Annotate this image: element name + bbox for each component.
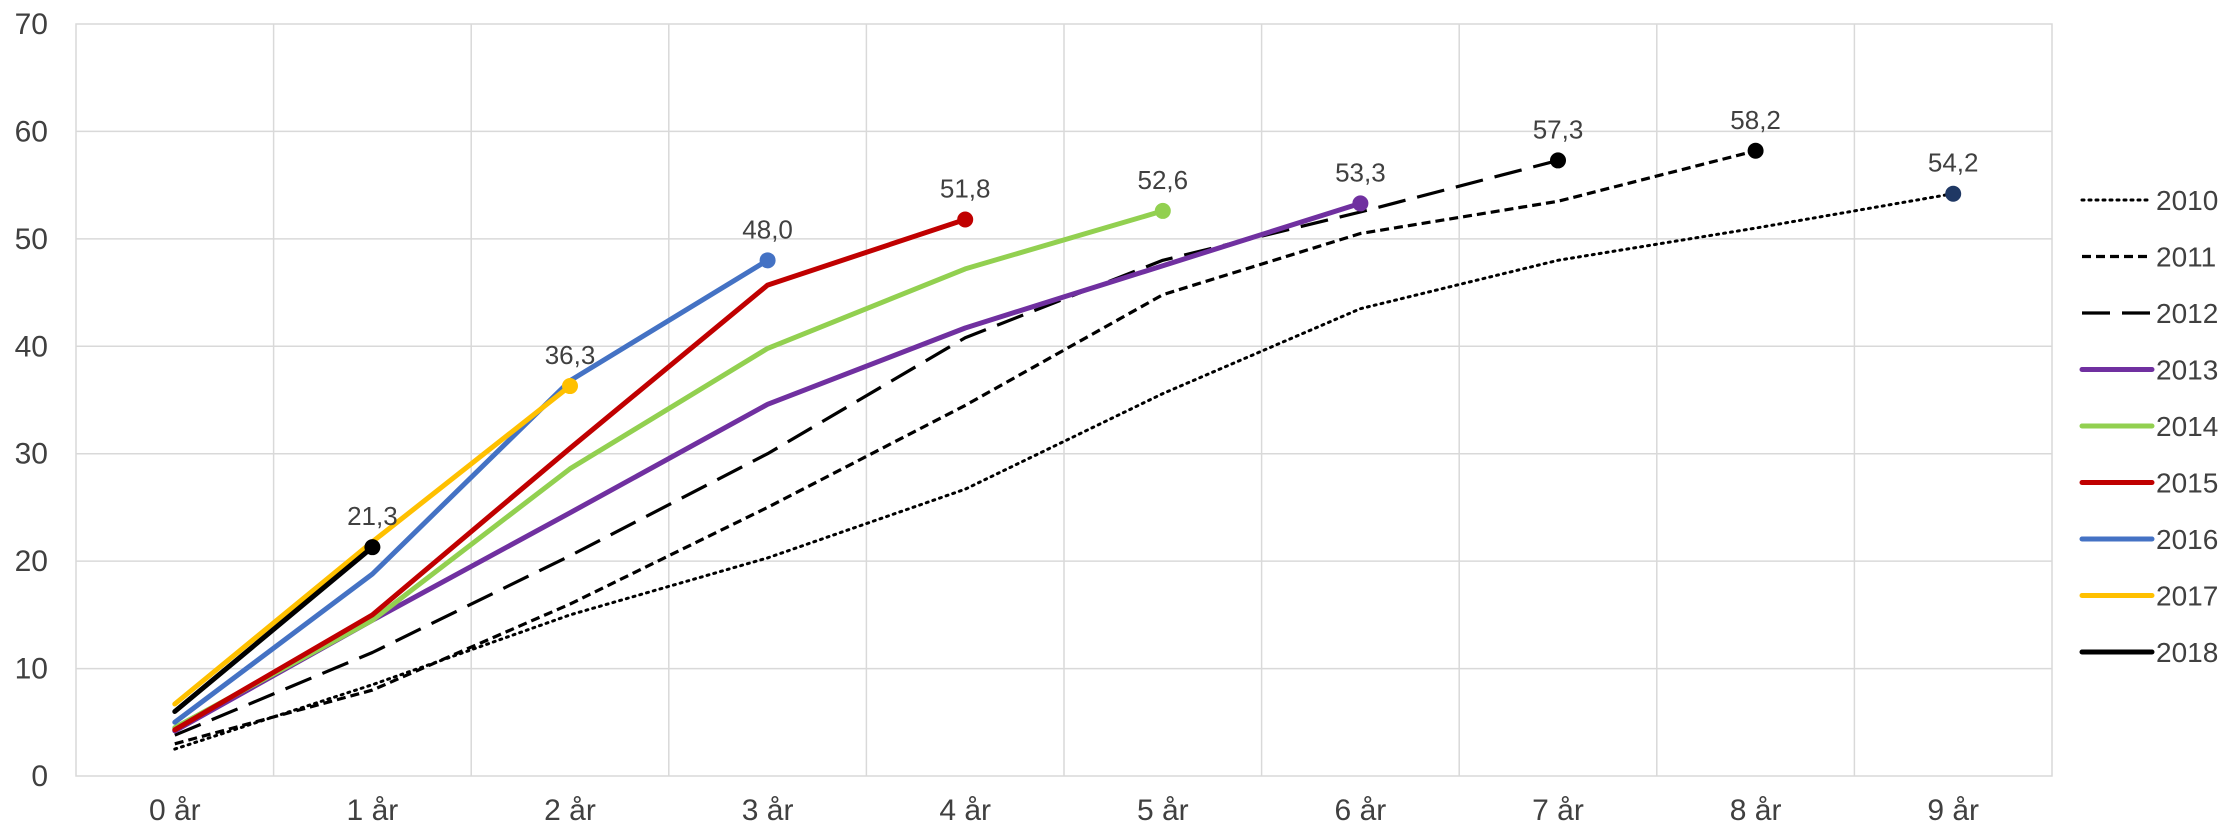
end-marker-2012 — [1550, 152, 1566, 169]
x-tick-label: 1 år — [347, 794, 399, 827]
data-label-2010: 54,2 — [1928, 148, 1979, 178]
series-line-2016 — [172, 257, 771, 725]
legend-label-2010: 2010 — [2156, 185, 2218, 216]
plot-area-border — [75, 23, 2053, 777]
legend-label-2015: 2015 — [2156, 468, 2218, 499]
data-label-2013: 53,3 — [1335, 157, 1386, 187]
x-tick-label: 2 år — [544, 794, 596, 827]
legend: 2010 2011 2012 2013 2014 2015 2016 2017 2018 — [2079, 185, 2218, 668]
data-label-2018: 21,3 — [347, 501, 398, 531]
x-tick-label: 0 år — [149, 794, 201, 827]
x-tick-label: 6 år — [1335, 794, 1387, 827]
x-tick-label: 7 år — [1532, 794, 1584, 827]
x-tick-label: 9 år — [1927, 794, 1979, 827]
grid — [75, 23, 2053, 777]
y-tick-label: 0 — [31, 760, 48, 793]
y-axis-ticks: 0 10 20 30 40 50 60 70 — [15, 8, 48, 793]
series-line-2014 — [172, 208, 1166, 731]
data-label-2016: 48,0 — [742, 214, 793, 244]
x-tick-label: 4 år — [939, 794, 991, 827]
legend-label-2014: 2014 — [2156, 411, 2218, 442]
data-label-2014: 52,6 — [1137, 165, 1188, 195]
end-marker-2016 — [759, 252, 776, 269]
end-marker-2015 — [957, 211, 974, 228]
end-marker-2010 — [1945, 185, 1962, 202]
y-tick-label: 10 — [15, 653, 48, 686]
legend-label-2013: 2013 — [2156, 355, 2218, 386]
y-tick-label: 30 — [15, 438, 48, 471]
y-tick-label: 50 — [15, 223, 48, 256]
end-marker-2017 — [562, 378, 578, 395]
y-tick-label: 40 — [15, 330, 48, 363]
y-tick-label: 60 — [15, 115, 48, 148]
x-tick-label: 5 år — [1137, 794, 1189, 827]
end-marker-2013 — [1352, 195, 1369, 212]
end-marker-2011 — [1747, 142, 1764, 159]
x-tick-label: 3 år — [742, 794, 794, 827]
series-line-2010 — [173, 192, 1955, 751]
y-tick-label: 20 — [15, 545, 48, 578]
legend-label-2012: 2012 — [2156, 298, 2218, 329]
series-line-2018 — [172, 544, 375, 714]
data-label-2017: 36,3 — [545, 340, 596, 370]
x-tick-label: 8 år — [1730, 794, 1782, 827]
legend-label-2018: 2018 — [2156, 637, 2218, 668]
end-marker-2018 — [364, 539, 381, 556]
legend-label-2016: 2016 — [2156, 524, 2218, 555]
data-label-2012: 57,3 — [1533, 114, 1584, 144]
end-marker-2014 — [1154, 202, 1171, 219]
series-line-2011 — [174, 149, 1756, 746]
data-label-2011: 58,2 — [1730, 105, 1781, 135]
x-axis-ticks: 0 år 1 år 2 år 3 år 4 år 5 år 6 år 7 år 8 år 9 år — [149, 794, 1979, 827]
series-line-2012 — [174, 158, 1559, 737]
series-line-2015 — [172, 217, 968, 733]
y-tick-label: 70 — [15, 8, 48, 41]
legend-label-2011: 2011 — [2156, 242, 2216, 273]
end-markers — [364, 142, 1962, 556]
data-label-2015: 51,8 — [940, 174, 991, 204]
data-labels: 54,2 58,2 57,3 53,3 52,6 51,8 48,0 36,3 21,3 — [347, 105, 1978, 531]
legend-label-2017: 2017 — [2156, 581, 2218, 612]
